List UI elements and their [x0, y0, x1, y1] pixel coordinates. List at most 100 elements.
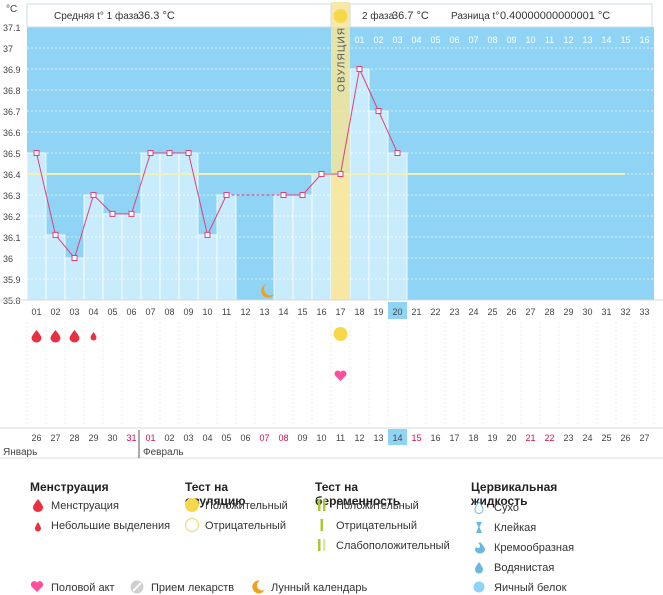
cycle-day-label: 09: [183, 307, 193, 317]
sun-icon: [333, 9, 348, 23]
post-ovulation-day: 10: [525, 35, 535, 45]
calendar-date: 25: [601, 433, 611, 443]
calendar-date: 30: [107, 433, 117, 443]
weak-bar-icon: [318, 539, 326, 551]
post-ovulation-day: 13: [582, 35, 592, 45]
calendar-date: 22: [544, 433, 554, 443]
cycle-day-label: 19: [373, 307, 383, 317]
sticky-icon: [476, 522, 482, 533]
calendar-date: 11: [336, 433, 345, 443]
cycle-day-label: 21: [411, 307, 421, 317]
cycle-day-label: 16: [316, 307, 326, 317]
calendar-date: 18: [468, 433, 478, 443]
phase2-value: 36.7 °C: [392, 10, 429, 22]
temperature-point: [90, 192, 97, 198]
calendar-date: 20: [506, 433, 516, 443]
temperature-bar: [387, 152, 408, 301]
sun-outline-icon: [184, 517, 200, 533]
cycle-day-label: 02: [50, 307, 60, 317]
temperature-point: [318, 171, 325, 177]
cycle-day-label: 11: [222, 307, 231, 317]
cycle-day-label: 18: [354, 307, 364, 317]
legend-menstruation-item: Менструация: [51, 500, 119, 512]
legend-negative: Отрицательный: [205, 520, 286, 532]
calendar-date: 08: [278, 433, 288, 443]
diff-value: 0.40000000000001 °C: [500, 10, 610, 22]
calendar-date: 26: [620, 433, 630, 443]
temperature-point: [299, 192, 306, 198]
legend-dry: Сухо: [494, 502, 519, 514]
y-tick-label: 36.3: [3, 191, 21, 201]
cycle-day-label: 29: [563, 307, 573, 317]
calendar-date: 27: [639, 433, 649, 443]
creamy-icon: [475, 542, 485, 554]
cycle-day-label: 07: [145, 307, 155, 317]
eggwhite-icon: [473, 581, 485, 593]
menstruation-drop: [50, 330, 61, 343]
y-tick-label: 35.8: [3, 296, 21, 306]
cycle-day-label: 12: [240, 307, 250, 317]
calendar-date: 19: [487, 433, 497, 443]
watery-icon: [475, 562, 483, 574]
calendar-date: 07: [259, 433, 269, 443]
temperature-point: [204, 231, 211, 238]
cycle-day-label: 30: [582, 307, 592, 317]
post-ovulation-day: 08: [487, 35, 497, 45]
legend-spotting-item: Небольшие выделения: [51, 520, 171, 532]
temperature-point: [394, 150, 401, 156]
ovulation-test-icon: [333, 327, 348, 341]
phase2-label: 2 фаза: [362, 10, 395, 22]
y-tick-label: 36.7: [3, 107, 21, 117]
temperature-segment: [55, 234, 75, 259]
y-tick-label: 37: [3, 44, 13, 54]
cycle-day-label: 15: [297, 307, 307, 317]
calendar-date: 04: [202, 433, 212, 443]
post-ovulation-day: 07: [468, 35, 478, 45]
temperature-chart-svg: ОВУЛЯЦИЯ 35.8 35.9 36 36.1 36.2 36.3 36.4 36.5 3…: [0, 2, 663, 459]
calendar-date: 03: [183, 433, 193, 443]
calendar-date: 26: [31, 433, 41, 443]
calendar-date: 17: [449, 433, 459, 443]
temperature-bar: [197, 234, 218, 301]
temperature-segment: [188, 152, 208, 236]
today-marker: [388, 302, 407, 319]
legend-watery: Водянистая: [494, 562, 555, 574]
post-ovulation-day: 12: [563, 35, 573, 45]
y-tick-label: 36.1: [3, 233, 21, 243]
calendar-date: 29: [88, 433, 98, 443]
dry-icon: [474, 501, 484, 514]
pill-icon: [130, 580, 144, 594]
y-tick-label: 36.9: [3, 65, 21, 75]
menstruation-drop: [69, 330, 80, 343]
post-ovulation-day: 09: [506, 35, 516, 45]
legend-medication: Прием лекарств: [151, 582, 235, 594]
temperature-segment: [378, 110, 398, 154]
bbt-chart: ОВУЛЯЦИЯ 35.8 35.9 36 36.1 36.2 36.3 36.4 36.5 3…: [0, 2, 663, 459]
temperature-segment: [131, 152, 151, 215]
temperature-point: [147, 150, 154, 156]
legend-pregnancy-test-title: Тест на беременность: [315, 480, 401, 508]
temperature-bar: [273, 194, 294, 301]
post-ovulation-day: 16: [639, 35, 649, 45]
calendar-date: 02: [164, 433, 174, 443]
post-ovulation-day: 14: [601, 35, 611, 45]
temperature-point: [280, 192, 287, 198]
cycle-day-label: 26: [506, 307, 516, 317]
temperature-bar: [292, 194, 313, 301]
ovulation-column: [331, 2, 350, 300]
ovulation-label: ОВУЛЯЦИЯ: [337, 27, 348, 92]
temperature-bar: [45, 234, 66, 301]
phase1-value: 36.3 °C: [138, 10, 175, 22]
cycle-day-label: 25: [487, 307, 497, 317]
legend-cervical-title: Цервикальная жидкость: [471, 480, 558, 508]
legend-preg-negative: Отрицательный: [336, 520, 417, 532]
post-ovulation-day: 01: [354, 35, 364, 45]
month-label: Февраль: [143, 447, 184, 458]
calendar-date: 12: [354, 433, 364, 443]
y-tick-label: 36.4: [3, 170, 21, 180]
diff-label: Разница t°: [451, 11, 499, 22]
temperature-bar: [216, 194, 237, 301]
menstruation-drop: [31, 330, 42, 343]
calendar-date: 01: [145, 433, 155, 443]
month-label: Январь: [3, 447, 37, 458]
